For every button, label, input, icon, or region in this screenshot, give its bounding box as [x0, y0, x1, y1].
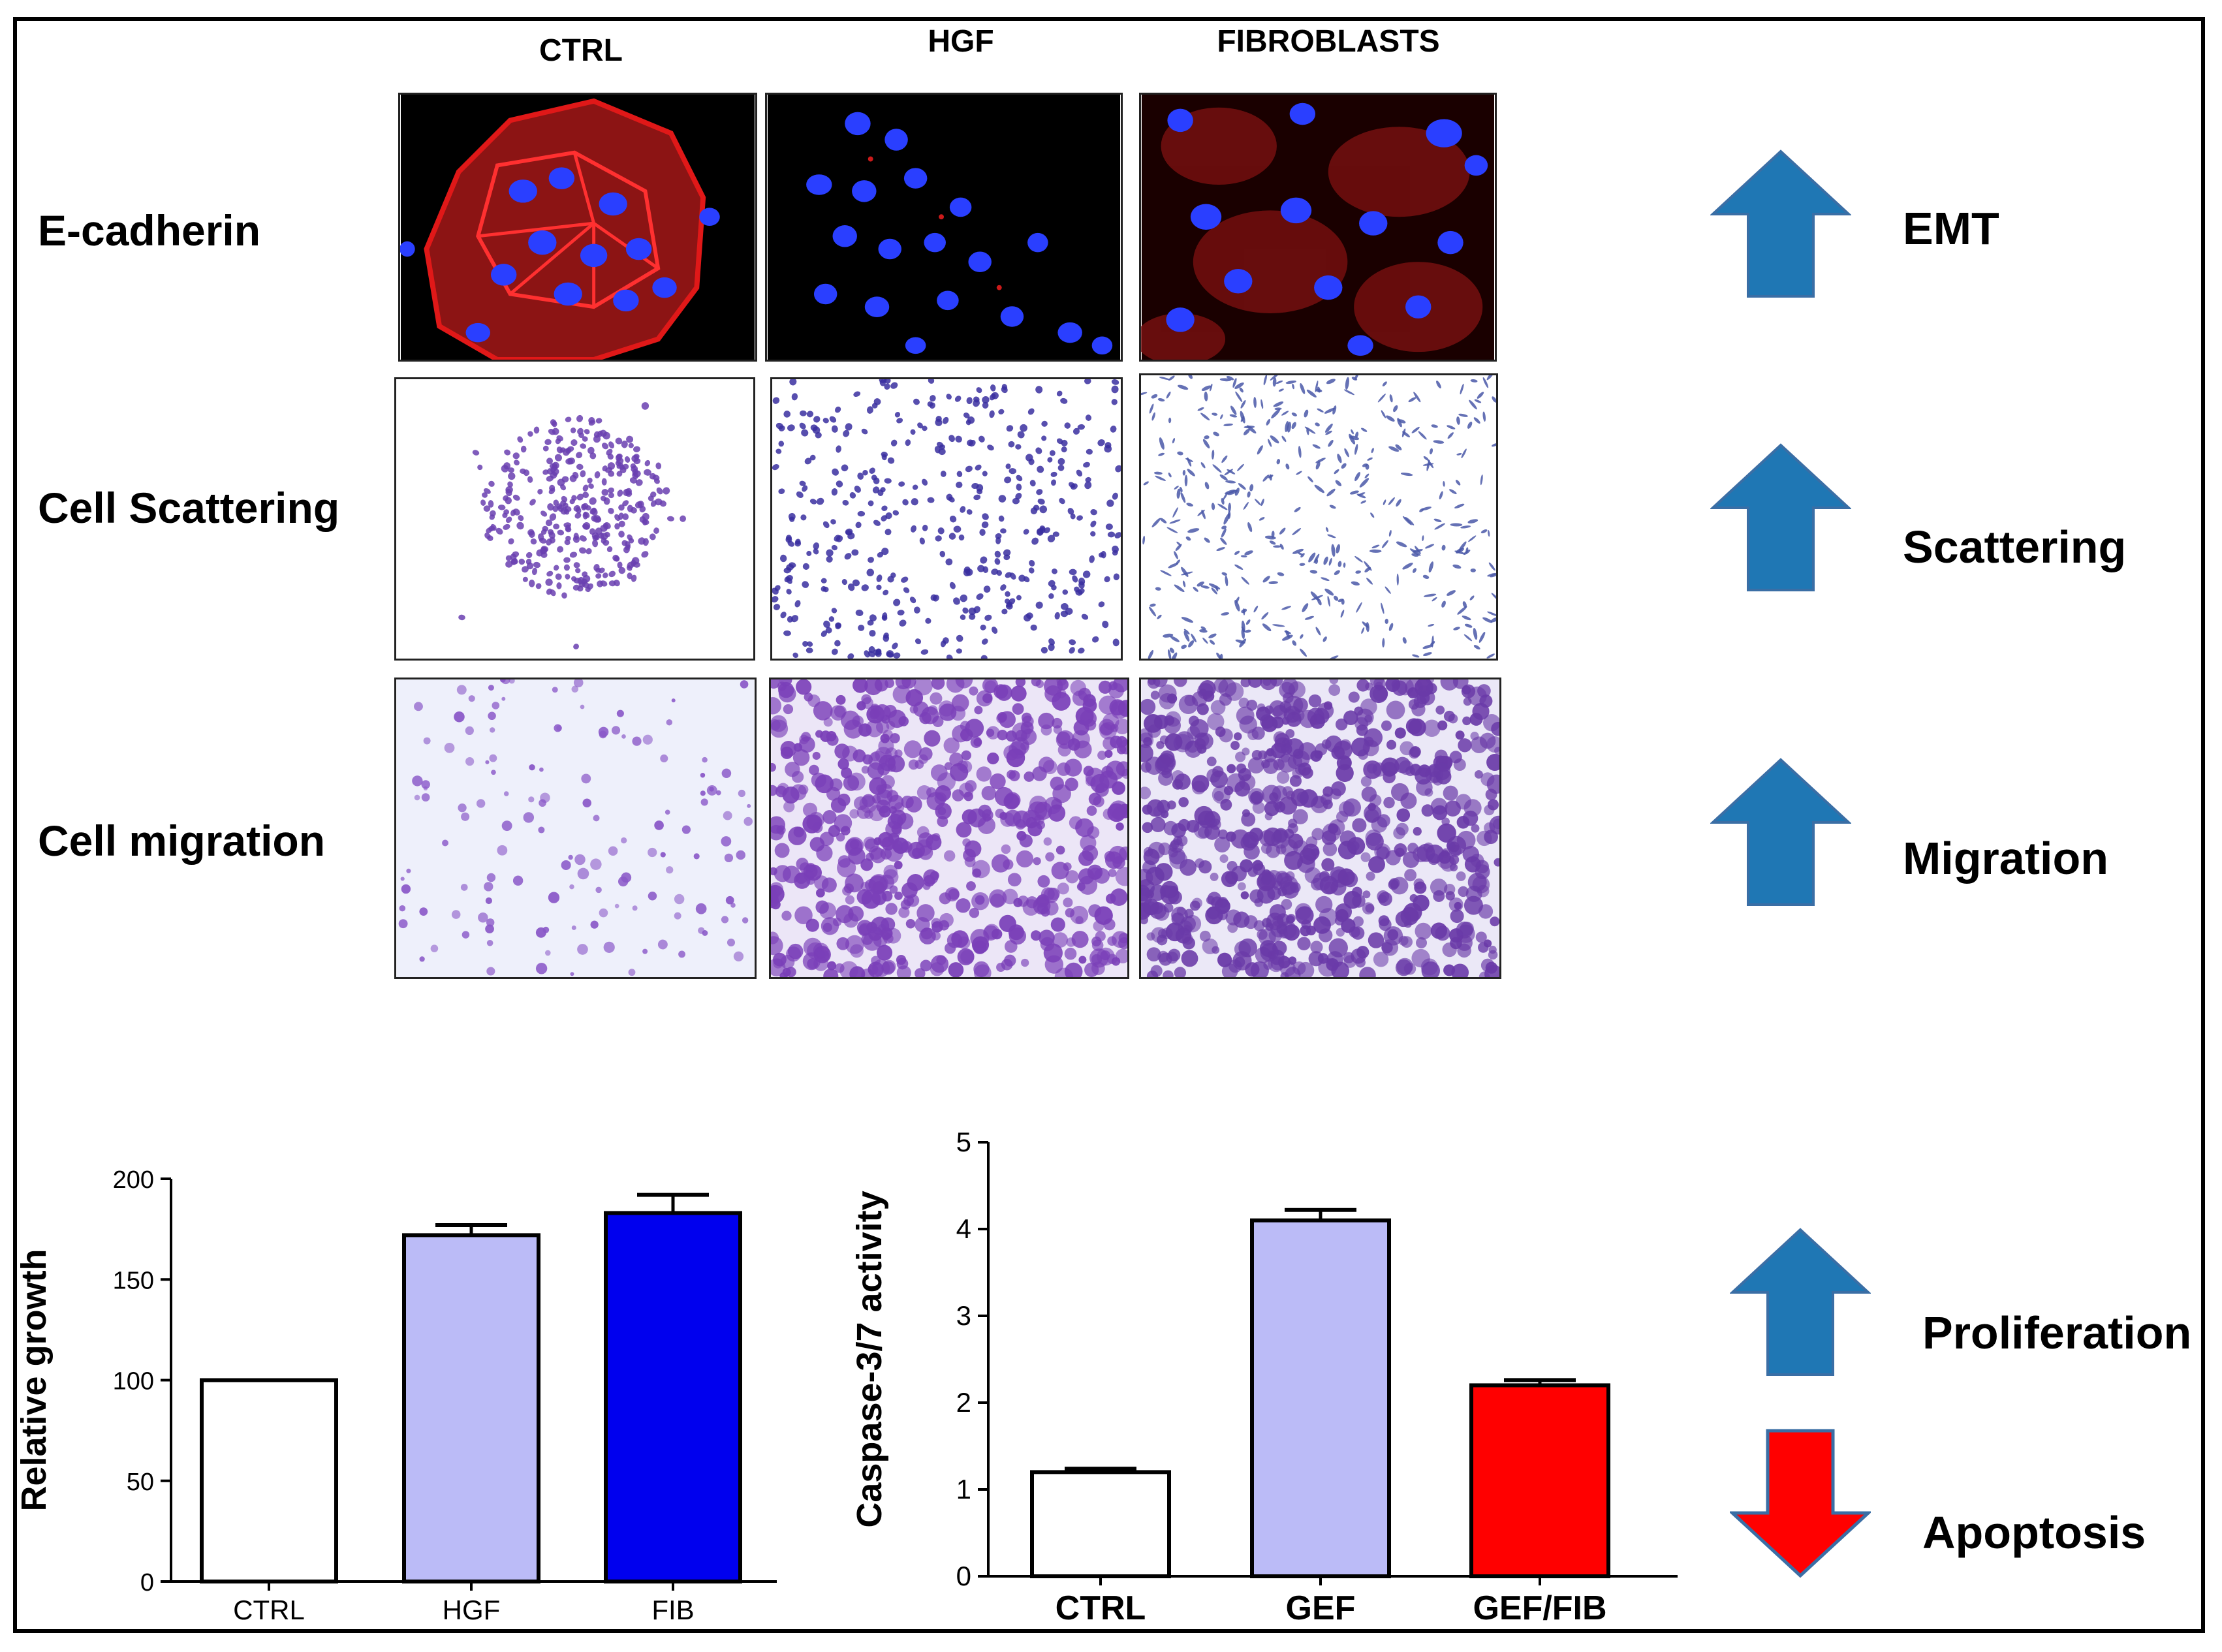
y-tick-label: 4 — [956, 1213, 971, 1244]
micrograph-scattering-ctrl — [394, 377, 755, 661]
y-tick-label: 3 — [956, 1300, 971, 1331]
effect-label-apoptosis: Apoptosis — [1922, 1507, 2146, 1558]
micrograph-migration-ctrl — [394, 678, 757, 979]
y-tick-label: 2 — [956, 1387, 971, 1418]
down-arrow-icon — [1730, 1429, 1871, 1578]
y-tick-label: 5 — [956, 1127, 971, 1157]
up-arrow-icon — [1710, 758, 1851, 906]
bar-fib — [604, 1211, 742, 1583]
y-axis-label: Relative growth — [14, 1249, 54, 1511]
column-header-hgf: HGF — [928, 24, 994, 59]
y-tick-label: 150 — [113, 1267, 154, 1294]
bar-hgf — [402, 1233, 540, 1583]
bar-ctrl — [1030, 1470, 1171, 1579]
up-arrow-icon — [1710, 149, 1851, 298]
y-tick-label: 200 — [113, 1166, 154, 1194]
effect-label-proliferation: Proliferation — [1922, 1307, 2192, 1358]
up-arrow-icon — [1710, 443, 1851, 591]
row-label-cell-scattering: Cell Scattering — [38, 484, 340, 532]
up-arrow-icon — [1730, 1228, 1871, 1376]
bar-gef-fib — [1469, 1383, 1610, 1578]
row-label-cell-migration: Cell migration — [38, 817, 326, 865]
y-tick-label: 100 — [113, 1368, 154, 1395]
x-tick-label: CTRL — [233, 1595, 305, 1625]
micrograph-migration-fibroblasts — [1139, 678, 1501, 979]
micrograph-scattering-fibroblasts — [1139, 373, 1498, 661]
bar-gef — [1250, 1218, 1391, 1578]
micrograph-migration-hgf — [769, 678, 1129, 979]
x-tick-label: GEF — [1286, 1589, 1356, 1627]
effect-label-scattering: Scattering — [1903, 522, 2127, 572]
y-axis-label: Caspase-3/7 activity — [850, 1191, 889, 1527]
caspase-activity-chart: 0 1 2 3 4 5 Caspase-3/7 activity CTRL GEF GEF/FIB — [850, 1127, 1678, 1627]
y-tick-label: 1 — [956, 1474, 971, 1504]
micrograph-ecadherin-hgf — [765, 93, 1123, 362]
y-tick-label: 0 — [956, 1561, 971, 1591]
x-tick-label: FIB — [651, 1595, 694, 1625]
relative-growth-chart: 0 50 100 150 200 Relative growth CTRL HGF FIB — [14, 1166, 777, 1625]
effect-label-migration: Migration — [1903, 833, 2108, 884]
x-tick-label: GEF/FIB — [1473, 1589, 1606, 1627]
figure-frame — [13, 17, 2205, 1633]
column-header-ctrl: CTRL — [539, 33, 623, 68]
x-tick-label: HGF — [443, 1595, 501, 1625]
column-header-fibroblasts: FIBROBLASTS — [1217, 24, 1440, 59]
micrograph-scattering-hgf — [770, 377, 1123, 661]
micrograph-ecadherin-fibroblasts — [1139, 93, 1497, 362]
row-label-e-cadherin: E-cadherin — [38, 206, 261, 255]
micrograph-ecadherin-ctrl — [398, 93, 757, 362]
y-tick-label: 50 — [127, 1469, 154, 1496]
bar-ctrl — [200, 1378, 338, 1583]
y-tick-label: 0 — [140, 1569, 154, 1597]
x-tick-label: CTRL — [1056, 1589, 1146, 1627]
effect-label-emt: EMT — [1903, 203, 1999, 254]
